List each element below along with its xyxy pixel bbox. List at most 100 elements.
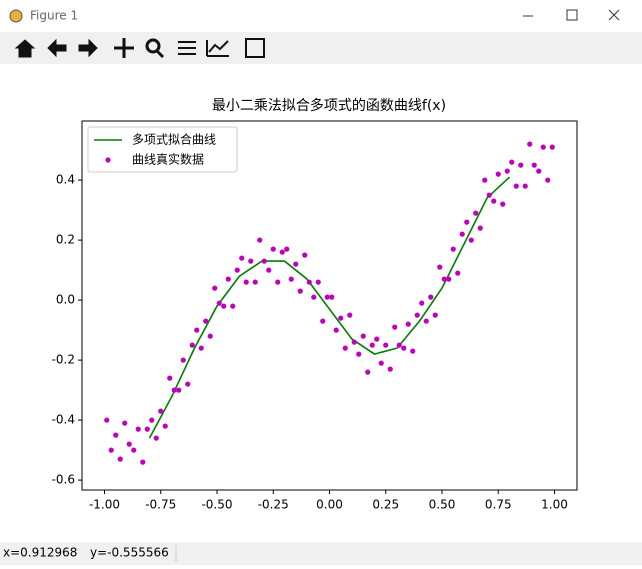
home-button[interactable]: [14, 39, 36, 58]
data-point: [171, 387, 177, 393]
legend-box: [87, 126, 238, 173]
data-point: [432, 312, 438, 318]
data-point: [441, 276, 447, 282]
data-point: [365, 369, 371, 375]
data-point: [194, 327, 200, 333]
data-point: [180, 357, 186, 363]
data-point: [437, 264, 443, 270]
data-point: [198, 345, 204, 351]
data-point: [122, 420, 128, 426]
data-point: [392, 324, 398, 330]
chart-title: 最小二乘法拟合多项式的函数曲线f(x): [212, 97, 446, 114]
data-point: [257, 237, 263, 243]
data-point: [396, 342, 402, 348]
data-point: [167, 375, 173, 381]
x-tick-label: 0.75: [485, 498, 512, 512]
maximize-button[interactable]: [566, 9, 578, 21]
data-point: [329, 294, 335, 300]
y-tick-label: -0.2: [52, 353, 75, 367]
data-point: [176, 387, 182, 393]
data-point: [162, 423, 168, 429]
data-point: [378, 360, 384, 366]
data-point: [131, 447, 137, 453]
zoom-button[interactable]: [145, 38, 165, 59]
status-bar: [0, 542, 642, 565]
data-point: [486, 192, 492, 198]
data-point: [338, 315, 344, 321]
fit-line: [148, 176, 511, 439]
y-tick-label: -0.4: [52, 413, 75, 427]
y-tick-label: 0.0: [56, 293, 75, 307]
toolbar: [0, 32, 642, 64]
data-point: [324, 294, 330, 300]
title-bar: [0, 0, 642, 32]
data-point: [491, 198, 497, 204]
data-point: [144, 426, 150, 432]
data-point: [293, 261, 299, 267]
x-tick-label: 1.00: [541, 498, 568, 512]
data-point: [477, 225, 483, 231]
data-point: [387, 366, 393, 372]
data-point: [239, 255, 245, 261]
data-point: [423, 318, 429, 324]
data-point: [149, 417, 155, 423]
data-point: [522, 183, 528, 189]
app-icon: [9, 9, 23, 23]
status-y: y=-0.555566: [90, 546, 169, 560]
data-point: [225, 276, 231, 282]
data-point: [473, 210, 479, 216]
data-point: [113, 432, 119, 438]
x-tick-label: -1.00: [89, 498, 120, 512]
data-point: [252, 279, 258, 285]
y-tick-label: -0.6: [52, 473, 75, 487]
data-point: [158, 408, 164, 414]
legend-label: 多项式拟合曲线: [132, 132, 216, 147]
data-point: [459, 231, 465, 237]
data-point: [284, 246, 290, 252]
data-point: [495, 171, 501, 177]
status-x: x=0.912968: [3, 546, 77, 560]
data-point: [468, 237, 474, 243]
data-point: [135, 426, 141, 432]
data-point: [428, 294, 434, 300]
data-point: [153, 435, 159, 441]
edit-axes-button[interactable]: [206, 40, 229, 57]
x-tick-label: 0.00: [316, 498, 343, 512]
y-tick-label: 0.2: [56, 233, 75, 247]
data-point: [500, 201, 506, 207]
back-button[interactable]: [47, 38, 67, 58]
data-point: [531, 162, 537, 168]
data-point: [482, 177, 488, 183]
data-point: [108, 447, 114, 453]
data-point: [527, 141, 533, 147]
data-point: [275, 279, 281, 285]
data-point: [279, 249, 285, 255]
data-point: [230, 303, 236, 309]
data-point: [216, 300, 222, 306]
data-point: [347, 312, 353, 318]
close-button[interactable]: [608, 9, 620, 21]
x-tick-label: -0.75: [145, 498, 176, 512]
data-point: [212, 285, 218, 291]
save-button[interactable]: [245, 38, 265, 58]
data-point: [549, 144, 555, 150]
data-point: [540, 144, 546, 150]
data-point: [234, 267, 240, 273]
data-point: [351, 339, 357, 345]
legend-marker: [105, 157, 111, 163]
data-point: [536, 168, 542, 174]
pan-button[interactable]: [114, 38, 134, 58]
x-tick-label: 0.25: [372, 498, 399, 512]
data-point: [464, 219, 470, 225]
forward-button[interactable]: [78, 38, 98, 58]
data-point: [419, 300, 425, 306]
data-point: [104, 417, 110, 423]
y-tick-label: 0.4: [56, 173, 75, 187]
x-tick-label: 0.50: [429, 498, 456, 512]
data-point: [288, 276, 294, 282]
data-point: [504, 168, 510, 174]
configure-button[interactable]: [178, 41, 196, 55]
data-point: [333, 327, 339, 333]
data-point: [405, 321, 411, 327]
